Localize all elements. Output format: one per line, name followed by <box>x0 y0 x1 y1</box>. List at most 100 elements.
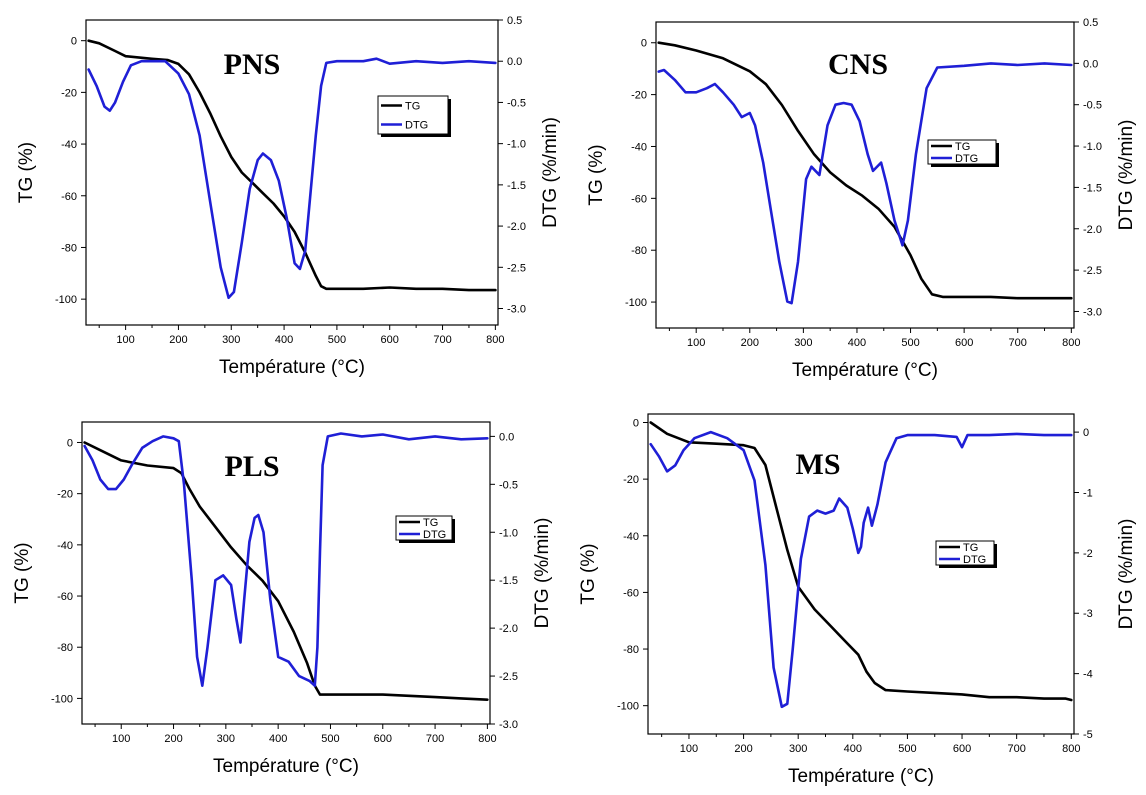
y2-axis-label: DTG (%/min) <box>1116 519 1137 630</box>
x-axis-label: Température (°C) <box>213 756 359 777</box>
y-axis-label: TG (%) <box>12 542 33 603</box>
legend-label-tg: TG <box>405 101 420 113</box>
legend-label-dtg: DTG <box>955 153 978 165</box>
y2-axis-label: DTG (%/min) <box>1116 120 1137 231</box>
y-tick-label: -100 <box>617 701 639 713</box>
x-tick-label: 600 <box>955 337 973 349</box>
x-tick-label: 600 <box>953 743 971 755</box>
x-tick-label: 500 <box>898 743 916 755</box>
y-tick-label: 0 <box>71 36 77 48</box>
x-tick-label: 400 <box>848 337 866 349</box>
plot-frame <box>647 413 1075 735</box>
legend-box <box>377 95 449 135</box>
x-tick-label: 300 <box>217 733 235 745</box>
y2-tick-label: -1.5 <box>499 575 518 587</box>
x-tick-label: 200 <box>164 733 182 745</box>
legend-label-tg: TG <box>423 517 438 529</box>
panel-title: PLS <box>224 450 279 483</box>
x-tick-label: 400 <box>269 733 287 745</box>
y2-tick-label: -2.0 <box>1083 224 1102 236</box>
x-tick-label: 800 <box>1062 743 1080 755</box>
y2-tick-label: -1.0 <box>499 527 518 539</box>
y2-tick-label: -0.5 <box>1083 100 1102 112</box>
y2-tick-label: -2.0 <box>499 623 518 635</box>
y2-tick-label: -2.0 <box>507 221 526 233</box>
x-tick-label: 200 <box>734 743 752 755</box>
x-tick-label: 500 <box>901 337 919 349</box>
y-tick-label: -60 <box>61 191 77 203</box>
x-tick-label: 600 <box>374 733 392 745</box>
y2-tick-label: -3.0 <box>499 719 518 731</box>
legend-label-tg: TG <box>955 141 970 153</box>
x-tick-label: 800 <box>1062 337 1080 349</box>
y-tick-label: -80 <box>57 642 73 654</box>
panel-pns: 100 200 300 400 500 600 700 800 0 -20 -40 -60 -80 -10… <box>16 15 561 378</box>
x-tick-label: 700 <box>433 334 451 346</box>
y-tick-label: -80 <box>623 644 639 656</box>
x-tick-label: 700 <box>1009 337 1027 349</box>
y2-tick-label: 0.5 <box>1083 17 1098 29</box>
plot-frame <box>655 21 1075 329</box>
panel-title: CNS <box>828 48 888 81</box>
x-tick-label: 700 <box>426 733 444 745</box>
y-tick-label: -100 <box>51 693 73 705</box>
series-line-tg <box>657 41 1073 300</box>
legend-label-dtg: DTG <box>423 529 446 541</box>
y-tick-label: -20 <box>61 87 77 99</box>
plot-frame <box>85 19 499 326</box>
y2-tick-label: 0.0 <box>1083 58 1098 70</box>
legend-box <box>395 515 453 541</box>
y-tick-label: -80 <box>61 242 77 254</box>
y-axis-label: TG (%) <box>578 543 599 604</box>
x-axis-label: Température (°C) <box>219 357 365 378</box>
y-tick-label: -20 <box>623 474 639 486</box>
x-axis-label: Température (°C) <box>792 360 938 381</box>
y-tick-label: -40 <box>623 531 639 543</box>
series-line-dtg <box>83 432 489 687</box>
y2-tick-label: -5 <box>1083 729 1093 741</box>
x-tick-label: 700 <box>1007 743 1025 755</box>
y-tick-label: -20 <box>57 489 73 501</box>
y-tick-label: -40 <box>61 139 77 151</box>
x-tick-label: 200 <box>169 334 187 346</box>
x-tick-label: 100 <box>116 334 134 346</box>
x-tick-label: 300 <box>789 743 807 755</box>
panel-title: PNS <box>224 48 281 81</box>
y-tick-label: -40 <box>57 540 73 552</box>
y2-tick-label: -1.0 <box>1083 141 1102 153</box>
y2-tick-label: -3.0 <box>1083 306 1102 318</box>
y-axis-label: TG (%) <box>16 142 37 203</box>
x-tick-label: 300 <box>794 337 812 349</box>
y-tick-label: -60 <box>623 587 639 599</box>
y-tick-label: -60 <box>57 591 73 603</box>
x-tick-label: 100 <box>687 337 705 349</box>
legend-box <box>927 139 997 165</box>
y2-tick-label: -1.0 <box>507 139 526 151</box>
x-tick-label: 400 <box>275 334 293 346</box>
x-tick-label: 600 <box>381 334 399 346</box>
series-line-dtg <box>649 430 1073 709</box>
y2-tick-label: -2 <box>1083 548 1093 560</box>
legend-label-dtg: DTG <box>963 554 986 566</box>
x-tick-label: 800 <box>478 733 496 745</box>
y2-tick-label: -0.5 <box>499 479 518 491</box>
y2-tick-label: -2.5 <box>1083 265 1102 277</box>
y-tick-label: -100 <box>55 294 77 306</box>
panel-ms: 100 200 300 400 500 600 700 8000-20-40-60-80-10… <box>578 413 1137 787</box>
series-line-tg <box>649 421 1073 702</box>
series-line-dtg <box>87 57 497 300</box>
y-tick-label: 0 <box>641 38 647 50</box>
y-axis-label: TG (%) <box>586 144 607 205</box>
x-tick-label: 200 <box>741 337 759 349</box>
y2-tick-label: -0.5 <box>507 97 526 109</box>
x-tick-label: 300 <box>222 334 240 346</box>
y-tick-label: 0 <box>633 417 639 429</box>
y-tick-label: -20 <box>631 90 647 102</box>
y2-tick-label: -2.5 <box>499 671 518 683</box>
y2-tick-label: 0.5 <box>507 15 522 27</box>
x-tick-label: 500 <box>321 733 339 745</box>
